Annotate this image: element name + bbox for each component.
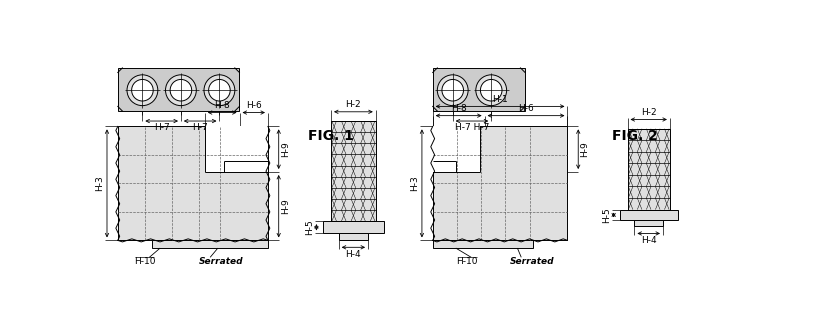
Text: H-5: H-5 (305, 219, 314, 235)
Text: H-7: H-7 (192, 123, 208, 132)
Text: H-9: H-9 (580, 141, 589, 157)
Bar (634, 220, 663, 226)
Circle shape (127, 75, 158, 106)
Bar (152, 241, 268, 248)
Circle shape (476, 75, 507, 106)
Bar (331, 121, 376, 221)
Text: H-10: H-10 (456, 257, 478, 266)
Bar (339, 233, 368, 240)
Text: H-7: H-7 (154, 123, 170, 132)
Bar (628, 129, 670, 210)
Bar (433, 241, 533, 248)
Bar (323, 221, 384, 233)
Text: H-4: H-4 (346, 250, 361, 259)
Text: H-2: H-2 (346, 100, 361, 109)
Bar (118, 68, 240, 111)
Circle shape (165, 75, 196, 106)
Circle shape (170, 80, 192, 101)
Text: FIG. 2: FIG. 2 (612, 129, 659, 143)
Bar (433, 127, 567, 241)
Circle shape (438, 75, 468, 106)
Text: H-3: H-3 (95, 175, 104, 191)
Circle shape (204, 75, 235, 106)
Text: FIG. 1: FIG. 1 (308, 129, 354, 143)
Text: Serrated: Serrated (509, 257, 554, 266)
Text: H-1: H-1 (492, 95, 508, 104)
Text: H-7 H-7: H-7 H-7 (455, 123, 489, 132)
Circle shape (481, 80, 502, 101)
Circle shape (132, 80, 153, 101)
Text: H-9: H-9 (281, 198, 290, 214)
Bar (620, 210, 677, 220)
Bar (205, 127, 268, 172)
Text: H-2: H-2 (641, 108, 657, 117)
Text: H-3: H-3 (410, 175, 419, 191)
Text: H-6: H-6 (246, 101, 262, 110)
Bar (433, 127, 480, 172)
Text: H-6: H-6 (518, 104, 534, 113)
Text: H-8: H-8 (214, 101, 230, 110)
Text: H-5: H-5 (602, 207, 611, 223)
Circle shape (442, 80, 464, 101)
Text: H-8: H-8 (451, 104, 466, 113)
Bar (118, 127, 268, 241)
Circle shape (209, 80, 230, 101)
Bar (433, 68, 525, 111)
Text: H-10: H-10 (134, 257, 156, 266)
Text: Serrated: Serrated (199, 257, 243, 266)
Text: H-4: H-4 (641, 236, 657, 245)
Text: H-9: H-9 (281, 141, 290, 157)
